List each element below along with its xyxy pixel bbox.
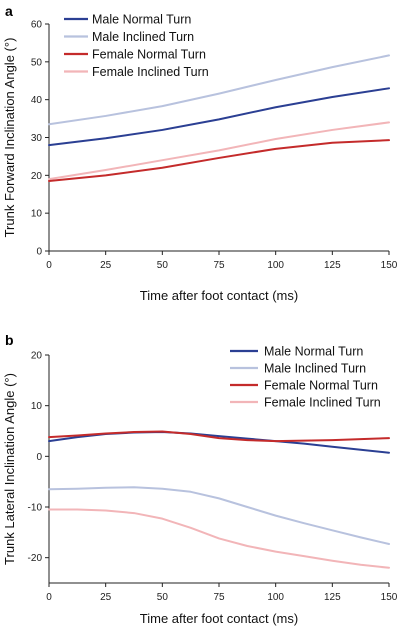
series-line-male-inclined-turn [48,486,390,545]
x-tick-label: 150 [381,260,398,271]
x-axis-title: Time after foot contact (ms) [140,288,298,303]
x-tick-label: 100 [267,260,284,271]
legend-label: Female Inclined Turn [92,65,209,79]
x-tick-label: 75 [213,260,225,271]
y-axis-title: Trunk Lateral Inclination Angle (°) [2,373,17,565]
x-tick-label: 50 [157,592,169,603]
legend-label: Female Inclined Turn [264,396,381,410]
x-tick-label: 25 [100,260,112,271]
legend-label: Female Normal Turn [92,48,206,62]
x-tick-label: 100 [267,592,284,603]
y-axis-title: Trunk Forward Inclination Angle (°) [2,38,17,238]
legend: Male Normal Turn Male Inclined Turn Female… [230,345,381,410]
x-tick-label: 75 [213,592,225,603]
series-line-female-normal-turn [48,430,390,443]
series-line-male-normal-turn [48,87,390,147]
x-tick-label: 0 [46,592,52,603]
panel-label: b [5,332,14,348]
y-tick-label: 30 [31,133,43,144]
chart-panel-a: a 0 10 20 30 40 50 60 0 25 50 75 100 125 150 Time after… [2,3,398,303]
series-line-female-normal-turn [48,139,390,183]
series-line-female-inclined-turn [48,121,390,181]
series-line-male-inclined-turn [48,54,390,126]
legend-label: Male Inclined Turn [92,30,194,44]
legend: Male Normal Turn Male Inclined Turn Female… [64,13,209,79]
legend-label: Male Normal Turn [92,13,191,27]
x-tick-label: 50 [157,260,169,271]
legend-label: Female Normal Turn [264,379,378,393]
y-tick-label: 0 [36,247,42,258]
x-tick-label: 25 [100,592,112,603]
x-tick-label: 125 [324,592,341,603]
x-tick-label: 125 [324,260,341,271]
chart-panel-b: b -20 -10 0 10 20 0 25 50 75 100 125 150 Time after f… [2,332,398,626]
y-tick-label: -10 [28,503,43,514]
y-tick-label: 40 [31,95,43,106]
legend-label: Male Inclined Turn [264,362,366,376]
legend-label: Male Normal Turn [264,345,363,359]
y-tick-label: 10 [31,401,43,412]
x-tick-label: 0 [46,260,52,271]
y-tick-label: 20 [31,171,43,182]
panel-label: a [5,3,13,19]
series-line-male-normal-turn [48,431,390,454]
y-tick-label: 50 [31,57,43,68]
y-tick-label: -20 [28,553,43,564]
y-tick-label: 60 [31,20,43,31]
series-line-female-inclined-turn [48,508,390,569]
y-tick-label: 20 [31,351,43,362]
x-axis-title: Time after foot contact (ms) [140,611,298,626]
y-tick-label: 10 [31,209,43,220]
x-tick-label: 150 [381,592,398,603]
y-tick-label: 0 [36,452,42,463]
